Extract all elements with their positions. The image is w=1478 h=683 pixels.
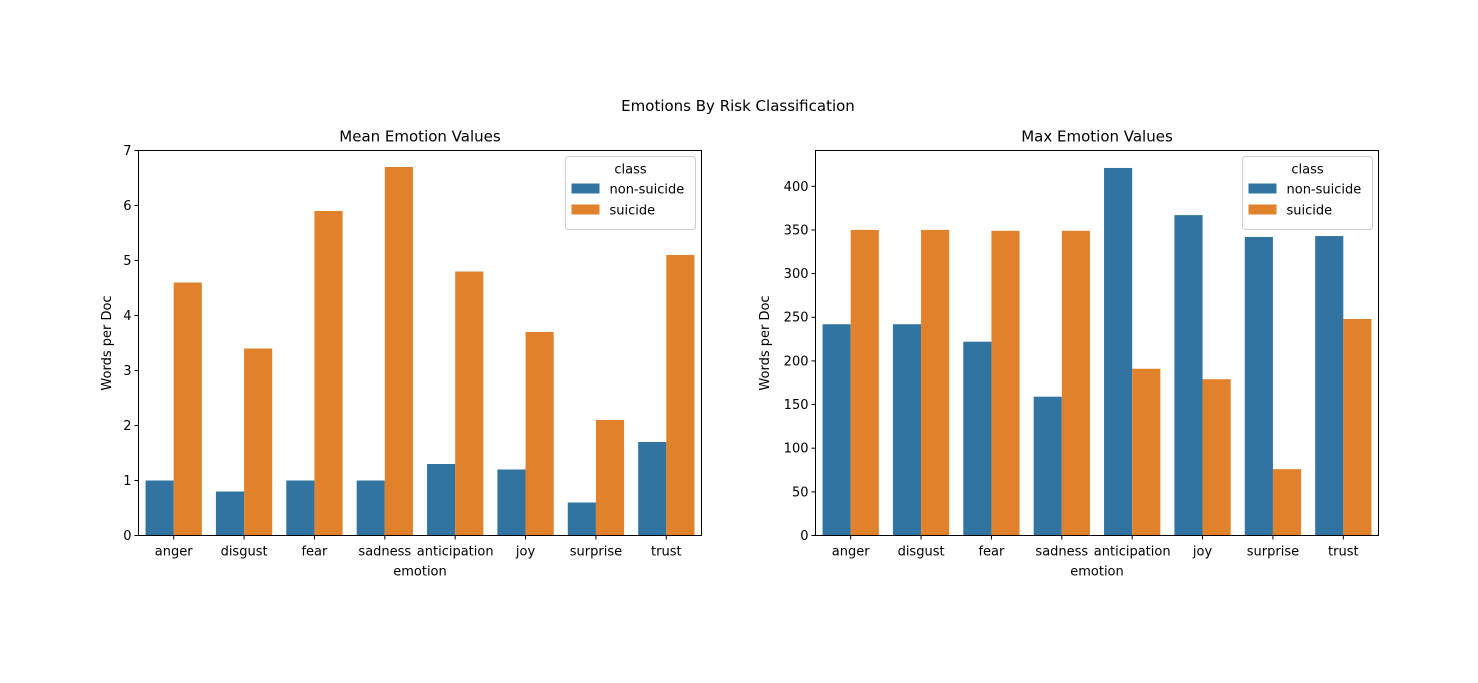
chart1-bar-suicide-disgust xyxy=(921,229,950,536)
chart1-axes-frame xyxy=(815,150,1379,536)
chart1-xtick-label-sadness: sadness xyxy=(1035,545,1088,560)
chart0-bar-non-suicide-surprise xyxy=(567,502,596,536)
chart0-bar-suicide-sadness xyxy=(384,167,413,536)
chart0-legend-swatch-suicide xyxy=(571,204,600,215)
chart0-bar-non-suicide-anticipation xyxy=(427,464,456,536)
chart0-legend-title: class xyxy=(614,163,646,178)
chart0-xtick-label-anger: anger xyxy=(155,545,193,560)
chart0-ytick-label: 2 xyxy=(123,419,131,434)
chart1-xtick-label-joy: joy xyxy=(1192,545,1213,560)
chart1-bar-non-suicide-sadness xyxy=(1033,396,1062,536)
chart0-bar-suicide-anger xyxy=(173,282,202,536)
chart1-legend-swatch-suicide xyxy=(1248,204,1277,215)
chart1-bar-non-suicide-disgust xyxy=(892,324,922,536)
chart1-bar-suicide-sadness xyxy=(1061,230,1090,536)
figure-suptitle: Emotions By Risk Classification xyxy=(621,97,855,115)
chart1-bar-non-suicide-anticipation xyxy=(1104,167,1133,536)
chart0-bar-suicide-anticipation xyxy=(455,271,484,536)
chart1-ylabel: Words per Doc xyxy=(758,295,773,390)
chart1-bar-non-suicide-surprise xyxy=(1244,236,1273,536)
chart1-legend-title: class xyxy=(1291,163,1323,178)
chart0-bar-non-suicide-joy xyxy=(497,469,526,536)
chart0-xtick-label-anticipation: anticipation xyxy=(417,545,494,560)
chart0-xtick-label-joy: joy xyxy=(515,545,536,560)
chart0-xtick-label-sadness: sadness xyxy=(358,545,411,560)
chart0-bar-suicide-surprise xyxy=(595,420,625,536)
chart1-ytick-label: 400 xyxy=(784,180,809,195)
chart1-ytick-label: 200 xyxy=(784,354,809,369)
chart0-bar-suicide-disgust xyxy=(244,348,273,536)
chart1-xtick-label-surprise: surprise xyxy=(1247,545,1299,560)
chart0-bar-suicide-trust xyxy=(666,255,695,536)
chart0-axes-frame xyxy=(138,150,702,536)
chart1-title: Max Emotion Values xyxy=(1021,128,1173,146)
chart1-bar-suicide-trust xyxy=(1343,318,1372,536)
chart1-ytick-label: 300 xyxy=(784,267,809,282)
chart0-xtick-label-fear: fear xyxy=(301,545,328,560)
max-emotion-chart: 0 50 100 150 200 250 300 350 400 anger disgust fear… xyxy=(758,128,1379,580)
chart1-legend-swatch-non-suicide xyxy=(1248,183,1277,194)
chart0-legend-label-non-suicide: non-suicide xyxy=(610,183,685,198)
chart1-bar-suicide-anticipation xyxy=(1132,368,1161,536)
chart0-bar-non-suicide-disgust xyxy=(215,491,245,536)
chart1-bar-suicide-surprise xyxy=(1272,469,1302,536)
chart1-xlabel: emotion xyxy=(1070,565,1124,580)
chart1-ytick-label: 100 xyxy=(784,442,809,457)
chart1-bar-suicide-fear xyxy=(991,230,1020,536)
chart1-bar-non-suicide-joy xyxy=(1174,215,1203,536)
chart0-xtick-label-disgust: disgust xyxy=(221,545,268,560)
chart1-bar-suicide-anger xyxy=(850,229,879,536)
chart0-ylabel: Words per Doc xyxy=(100,295,115,390)
chart1-xtick-label-trust: trust xyxy=(1328,545,1359,560)
chart1-ytick-label: 250 xyxy=(784,311,809,326)
chart1-xtick-label-anticipation: anticipation xyxy=(1094,545,1171,560)
chart1-bar-non-suicide-trust xyxy=(1315,236,1344,536)
chart1-xtick-label-disgust: disgust xyxy=(898,545,945,560)
chart0-ytick-label: 7 xyxy=(123,144,131,159)
chart1-xtick-label-fear: fear xyxy=(978,545,1005,560)
chart0-bar-non-suicide-fear xyxy=(286,480,315,536)
chart0-bar-non-suicide-sadness xyxy=(356,480,385,536)
chart1-ytick-label: 50 xyxy=(792,485,809,500)
chart0-ytick-label: 4 xyxy=(123,309,131,324)
chart0-ytick-label: 3 xyxy=(123,364,131,379)
chart1-bar-non-suicide-anger xyxy=(822,324,851,536)
chart1-ytick-label: 150 xyxy=(784,398,809,413)
chart0-legend-swatch-non-suicide xyxy=(571,183,600,194)
chart1-bar-non-suicide-fear xyxy=(963,341,992,536)
chart1-ytick-label: 0 xyxy=(800,529,808,544)
chart0-bar-non-suicide-trust xyxy=(638,442,667,536)
chart0-bar-non-suicide-anger xyxy=(145,480,174,536)
chart0-legend: class non-suicide suicide xyxy=(565,156,696,230)
chart0-ytick-label: 6 xyxy=(123,199,131,214)
chart1-legend: class non-suicide suicide xyxy=(1242,156,1373,230)
chart1-xtick-label-anger: anger xyxy=(832,545,870,560)
chart0-bar-suicide-fear xyxy=(314,211,343,536)
mean-emotion-chart: 0 1 2 3 4 5 6 7 anger disgust fear sadness anticipat… xyxy=(100,128,702,580)
chart0-legend-label-suicide: suicide xyxy=(610,204,656,219)
chart0-ytick-label: 0 xyxy=(123,529,131,544)
chart0-ytick-label: 1 xyxy=(123,474,131,489)
chart1-ytick-label: 350 xyxy=(784,223,809,238)
chart0-title: Mean Emotion Values xyxy=(339,128,501,146)
chart0-ytick-label: 5 xyxy=(123,254,131,269)
chart1-bar-suicide-joy xyxy=(1202,379,1231,536)
chart0-xlabel: emotion xyxy=(393,565,447,580)
chart1-legend-label-suicide: suicide xyxy=(1287,204,1333,219)
chart0-bar-suicide-joy xyxy=(525,332,554,536)
chart0-xtick-label-trust: trust xyxy=(651,545,682,560)
chart0-xtick-label-surprise: surprise xyxy=(570,545,622,560)
chart1-legend-label-non-suicide: non-suicide xyxy=(1287,183,1362,198)
